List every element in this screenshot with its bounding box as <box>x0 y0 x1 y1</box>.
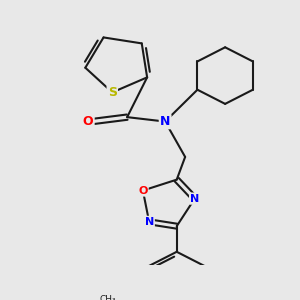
Text: S: S <box>108 86 117 99</box>
Text: CH₃: CH₃ <box>100 296 116 300</box>
Text: O: O <box>138 185 148 196</box>
Text: N: N <box>160 115 170 128</box>
Text: O: O <box>83 115 93 128</box>
Text: N: N <box>145 217 154 227</box>
Text: N: N <box>190 194 199 204</box>
